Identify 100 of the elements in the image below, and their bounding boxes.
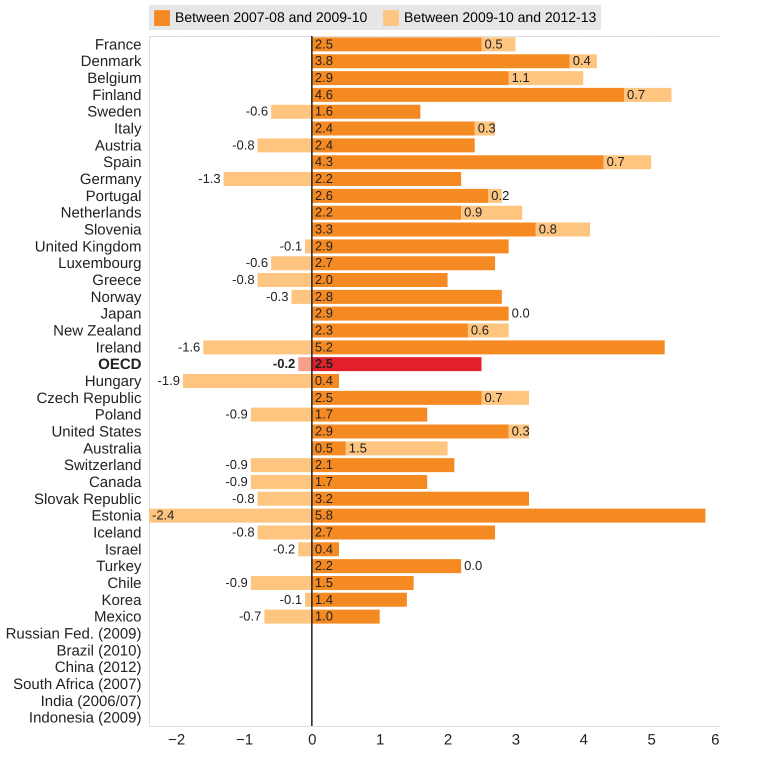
bar: [312, 424, 509, 438]
data-label: 2.1: [314, 457, 333, 472]
data-label: -0.6: [246, 104, 268, 119]
y-tick-label: United States: [51, 423, 142, 440]
y-tick-label: Poland: [94, 406, 142, 424]
y-tick-label: Korea: [101, 592, 142, 609]
data-label: -1.6: [178, 339, 200, 354]
bar: [264, 610, 312, 624]
data-label: -2.4: [152, 508, 174, 523]
data-label: 0.9: [464, 204, 482, 220]
data-label: -0.2: [272, 356, 296, 372]
data-label: -0.9: [225, 457, 248, 472]
bar: [271, 256, 312, 270]
bar: [312, 357, 482, 372]
data-label: -1.9: [158, 373, 180, 388]
bar: [271, 104, 312, 119]
y-tick-label: Canada: [88, 474, 142, 491]
y-tick-label: Greece: [92, 272, 142, 290]
legend-label: Between 2009-10 and 2012-13: [404, 9, 596, 26]
y-tick-label: Mexico: [94, 608, 142, 626]
y-tick-label: New Zealand: [53, 322, 142, 340]
bar: [312, 340, 665, 354]
data-label: 1.1: [512, 70, 530, 86]
bar: [312, 324, 468, 338]
data-label: 2.5: [314, 356, 333, 372]
data-label: 0.0: [464, 558, 482, 574]
data-label: 3.3: [314, 222, 333, 237]
data-label: 2.3: [314, 322, 333, 338]
y-tick-label: Netherlands: [60, 204, 142, 222]
y-tick-label: Slovak Republic: [34, 490, 142, 508]
bar: [624, 88, 672, 102]
data-label: -0.1: [280, 238, 302, 254]
y-tick-label: Norway: [90, 288, 142, 306]
data-label: -0.9: [225, 474, 248, 489]
data-label: 2.4: [314, 120, 333, 136]
bar: [312, 458, 454, 472]
x-tick-label: 5: [647, 732, 656, 748]
data-label: 0.4: [314, 373, 333, 388]
bar: [312, 239, 509, 254]
y-tick-label: Indonesia (2009): [28, 710, 142, 727]
bar: [312, 408, 428, 422]
bar: [312, 37, 482, 52]
bar: [312, 71, 509, 86]
data-label: 2.7: [314, 524, 333, 540]
y-tick-label: Denmark: [80, 53, 142, 70]
data-label: 0.7: [484, 390, 503, 405]
bar: [312, 222, 536, 237]
bar: [312, 576, 414, 590]
bar: [312, 256, 496, 270]
x-tick-label: 4: [580, 732, 588, 748]
data-label: 3.8: [314, 53, 333, 68]
bar: [258, 138, 312, 152]
y-tick-label: Italy: [114, 120, 142, 138]
bar: [312, 155, 604, 170]
y-tick-label: Brazil (2010): [56, 642, 142, 660]
y-tick-label: Hungary: [84, 373, 142, 390]
bar: [461, 206, 522, 220]
data-label: -0.7: [238, 608, 262, 624]
data-label: -0.8: [232, 137, 255, 152]
data-label: 0.3: [478, 120, 496, 136]
y-tick-label: China (2012): [54, 659, 142, 676]
data-label: 2.7: [314, 255, 333, 270]
data-label: 0.4: [314, 541, 333, 556]
y-tick-label: Czech Republic: [36, 390, 142, 407]
bar: [312, 474, 428, 489]
data-label: 1.5: [314, 574, 333, 590]
y-tick-label: Russian Fed. (2009): [6, 625, 142, 642]
y-tick-label: Estonia: [91, 508, 142, 525]
data-label: 2.5: [314, 36, 333, 52]
y-tick-label: South Africa (2007): [13, 676, 142, 693]
y-tick-label: Sweden: [87, 104, 142, 121]
bar: [312, 273, 448, 288]
bar: [346, 441, 448, 456]
data-label: 1.7: [314, 406, 333, 422]
data-label: 0.7: [627, 86, 646, 102]
bar: [312, 88, 624, 102]
bar: [250, 474, 312, 489]
data-label: 1.4: [314, 592, 333, 607]
bar: [312, 525, 496, 540]
data-label: 1.5: [348, 440, 367, 456]
data-label: -0.9: [225, 574, 248, 590]
y-tick-label: Japan: [100, 306, 142, 323]
data-label: -0.1: [280, 592, 302, 607]
data-label: 2.9: [314, 423, 333, 438]
bar: [224, 172, 312, 186]
data-label: 0.0: [512, 306, 530, 321]
data-label: 5.8: [314, 508, 333, 523]
y-tick-label: France: [94, 36, 142, 54]
bar: [258, 273, 312, 288]
bar: [482, 390, 529, 405]
data-label: 5.2: [314, 339, 333, 354]
data-label: 2.9: [314, 238, 333, 254]
x-tick-label: 6: [711, 732, 720, 748]
bar: [604, 155, 652, 170]
bar: [312, 559, 462, 574]
y-tick-label: OECD: [98, 356, 142, 374]
data-label: 1.0: [314, 608, 333, 624]
data-label: 0.5: [314, 440, 333, 456]
bar: [182, 374, 312, 388]
bar: [312, 138, 475, 152]
